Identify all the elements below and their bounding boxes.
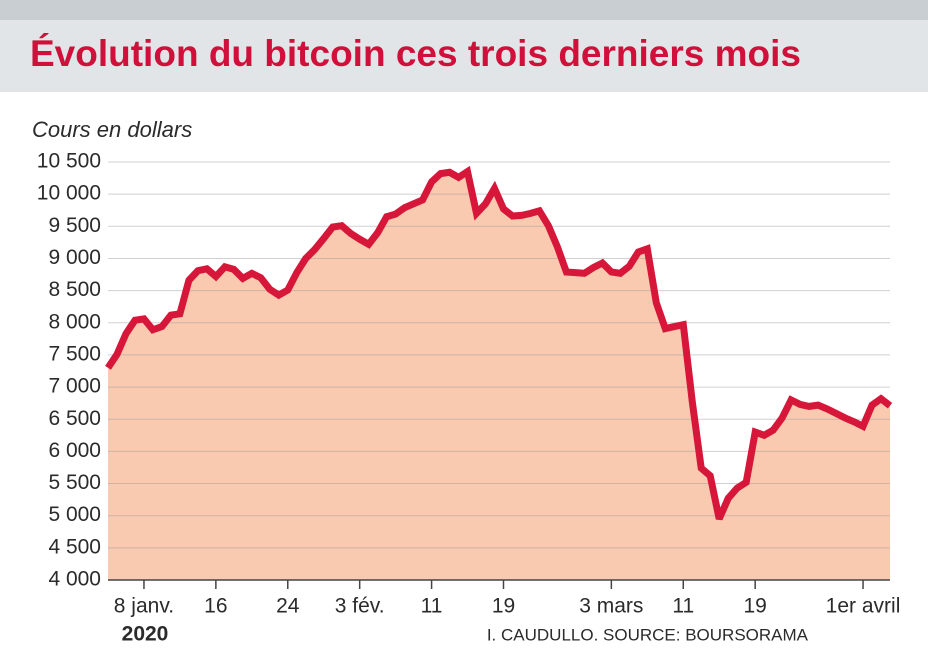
x-tick-label: 19 [743, 595, 766, 618]
y-tick-label: 6 000 [48, 439, 101, 462]
x-tick-label: 8 janv. [114, 595, 174, 618]
year-label: 2020 [122, 623, 169, 646]
chart-title: Évolution du bitcoin ces trois derniers … [30, 33, 801, 74]
area [108, 171, 890, 580]
y-tick-label: 10 000 [37, 182, 101, 205]
y-tick-label: 7 000 [48, 375, 101, 398]
x-tick-label: 19 [492, 595, 515, 618]
x-tick-label: 3 fév. [335, 595, 385, 618]
y-axis-label: Cours en dollars [32, 117, 192, 142]
y-tick-label: 7 500 [48, 342, 101, 365]
y-tick-label: 5 000 [48, 503, 101, 526]
source: I. CAUDULLO. SOURCE: BOURSORAMA [487, 625, 809, 644]
y-tick-label: 10 500 [37, 150, 101, 173]
x-tick-label: 3 mars [579, 595, 643, 618]
y-tick-label: 4 500 [48, 535, 101, 558]
x-tick-label: 11 [421, 595, 443, 618]
y-tick-label: 6 500 [48, 407, 101, 430]
y-tick-label: 9 500 [48, 214, 101, 237]
y-tick-label: 9 000 [48, 246, 101, 269]
header-band [0, 20, 928, 92]
x-tick-label: 24 [276, 595, 300, 618]
header-stripe [0, 0, 928, 20]
x-tick-label: 16 [204, 595, 227, 618]
y-tick-label: 8 000 [48, 310, 101, 333]
x-tick-label: 1er avril [826, 595, 901, 618]
x-tick-label: 11 [672, 595, 694, 618]
y-tick-label: 5 500 [48, 471, 101, 494]
y-tick-label: 8 500 [48, 278, 101, 301]
y-tick-label: 4 000 [48, 568, 101, 591]
line [105, 165, 893, 521]
